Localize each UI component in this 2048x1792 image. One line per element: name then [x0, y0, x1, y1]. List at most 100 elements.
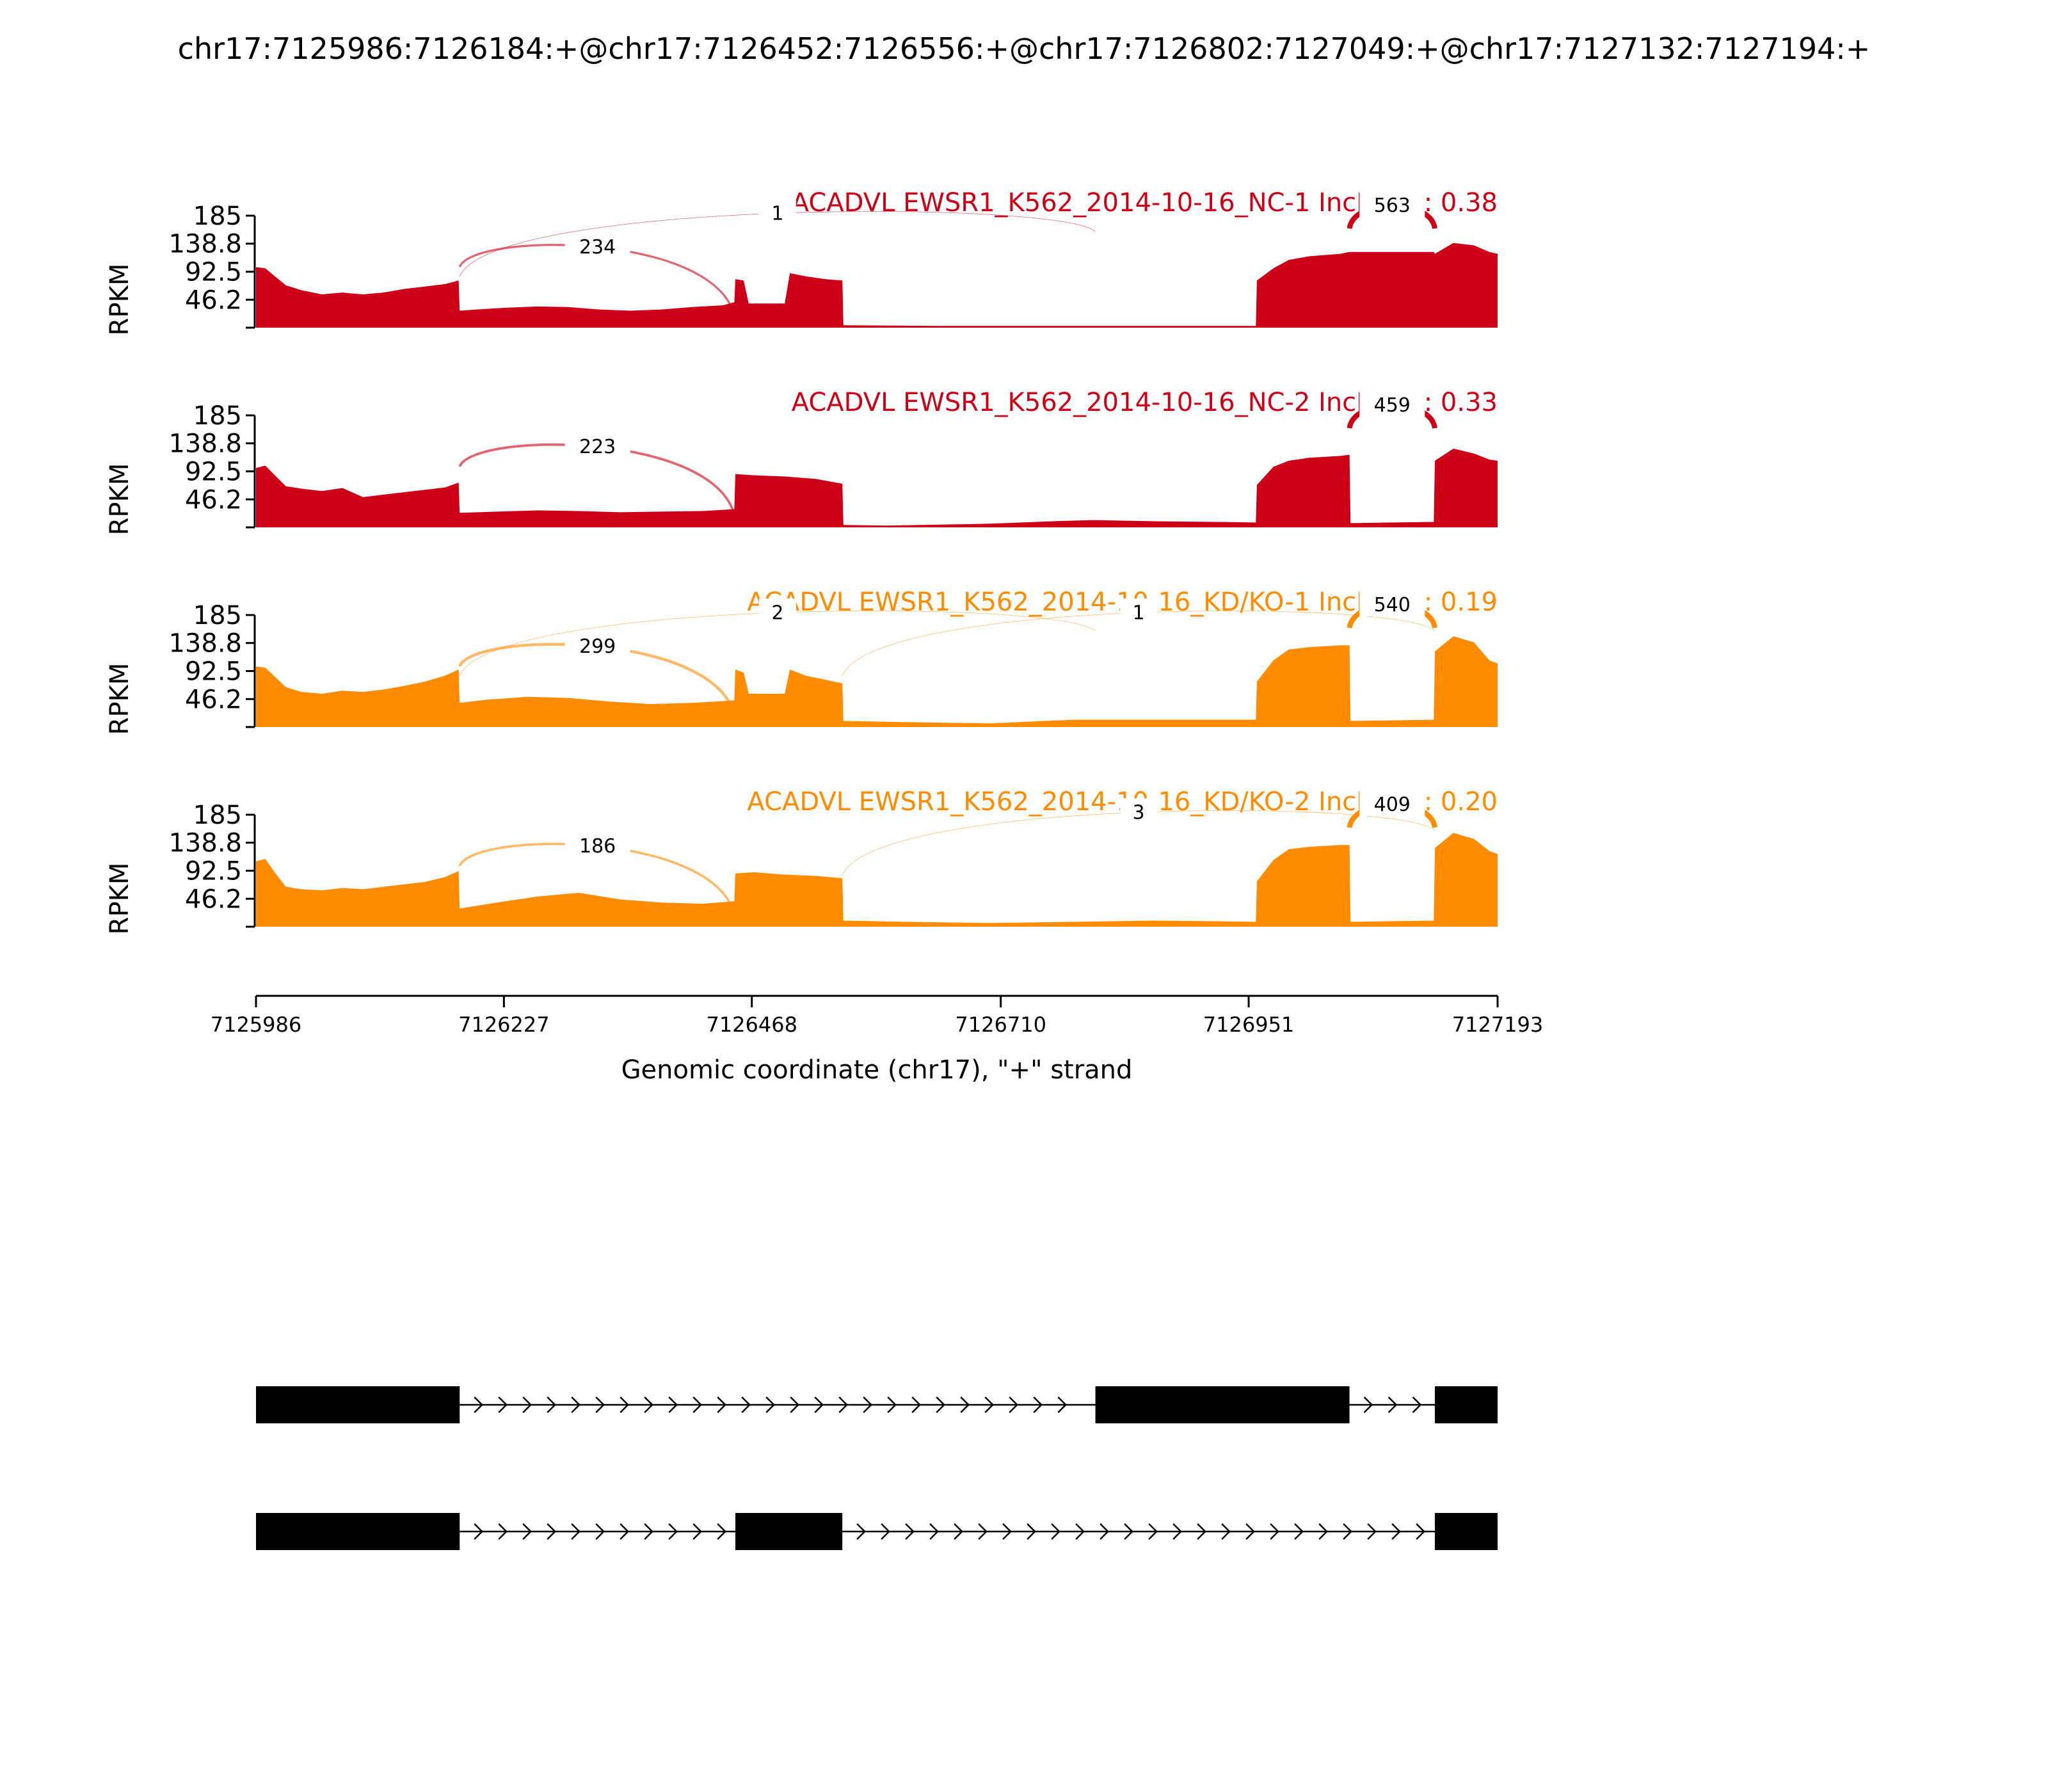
y-tick-label: 185: [193, 801, 242, 830]
strand-chevron: [1221, 1523, 1231, 1540]
junction-count: 1: [1133, 602, 1145, 624]
junction-label-bg: [564, 632, 630, 659]
strand-chevron: [668, 1396, 678, 1413]
strand-chevron: [1294, 1523, 1304, 1540]
strand-chevron: [692, 1523, 703, 1540]
strand-chevron: [474, 1523, 484, 1540]
strand-chevron: [936, 1396, 946, 1413]
x-axis-label: Genomic coordinate (chr17), "+" strand: [621, 1055, 1133, 1085]
strand-chevron: [1100, 1523, 1109, 1540]
strand-chevron: [620, 1523, 630, 1540]
figure-title: chr17:7125986:7126184:+@chr17:7126452:71…: [178, 31, 1871, 66]
y-tick-label: 138.8: [168, 429, 242, 459]
coverage-area: [256, 449, 1498, 527]
junction-count: 223: [579, 436, 616, 458]
y-axis-label: RPKM: [105, 663, 134, 735]
strand-chevron: [978, 1523, 988, 1540]
strand-chevron: [571, 1396, 581, 1413]
isoform-1: [256, 1386, 1498, 1423]
strand-chevron: [838, 1396, 849, 1413]
strand-chevron: [1391, 1523, 1401, 1540]
strand-chevron: [498, 1396, 508, 1413]
x-tick-label: 7126468: [706, 1012, 797, 1037]
strand-chevron: [741, 1396, 751, 1413]
strand-chevron: [765, 1396, 776, 1413]
strand-chevron: [1245, 1523, 1255, 1540]
strand-chevron: [668, 1523, 678, 1540]
strand-chevron: [1363, 1396, 1373, 1413]
junction-count: 234: [579, 236, 616, 259]
x-tick-label: 7126710: [955, 1012, 1046, 1037]
junction-count: 186: [579, 835, 616, 858]
strand-chevron: [863, 1396, 873, 1413]
strand-chevron: [644, 1396, 654, 1413]
junction-count: 563: [1374, 195, 1411, 217]
x-tick-label: 7127193: [1452, 1012, 1544, 1037]
y-tick-label: 92.5: [185, 458, 242, 487]
junction-label-bg: [564, 832, 630, 858]
junction-label-bg: [1359, 591, 1425, 616]
exon-block: [256, 1386, 460, 1423]
strand-chevron: [522, 1396, 532, 1413]
strand-chevron: [1027, 1523, 1036, 1540]
y-tick-label: 46.2: [185, 685, 242, 714]
junction-count: 3: [1133, 801, 1145, 824]
strand-chevron: [954, 1523, 963, 1540]
strand-chevron: [1172, 1523, 1182, 1540]
strand-chevron: [1002, 1523, 1012, 1540]
strand-chevron: [1057, 1396, 1068, 1413]
junction-label-bg: [758, 598, 796, 625]
x-tick-label: 7126951: [1203, 1012, 1295, 1037]
exon-block: [1434, 1513, 1498, 1550]
junction-label-bg: [1359, 391, 1425, 417]
exon-block: [1095, 1386, 1350, 1423]
strand-chevron: [474, 1396, 484, 1413]
strand-chevron: [1124, 1523, 1133, 1540]
junction-label-bg: [564, 233, 630, 259]
strand-chevron: [620, 1396, 630, 1413]
x-tick-label: 7125986: [211, 1012, 302, 1037]
strand-chevron: [911, 1396, 922, 1413]
strand-chevron: [1197, 1523, 1206, 1540]
junction-label-bg: [1120, 598, 1158, 625]
strand-chevron: [856, 1523, 866, 1540]
coverage-area: [256, 636, 1498, 727]
strand-chevron: [522, 1523, 532, 1540]
strand-chevron: [547, 1396, 557, 1413]
strand-chevron: [595, 1396, 605, 1413]
junction-label-bg: [1359, 191, 1425, 217]
y-tick-label: 185: [193, 401, 242, 431]
strand-chevron: [498, 1523, 508, 1540]
strand-chevron: [1148, 1523, 1158, 1540]
strand-chevron: [1009, 1396, 1019, 1413]
y-tick-label: 46.2: [185, 285, 242, 315]
y-tick-label: 185: [193, 601, 242, 630]
y-axis-label: RPKM: [105, 264, 134, 336]
strand-chevron: [887, 1396, 897, 1413]
strand-chevron: [1343, 1523, 1352, 1540]
exon-block: [1434, 1386, 1498, 1423]
coverage-area: [256, 833, 1498, 927]
y-tick-label: 46.2: [185, 485, 242, 515]
exon-block: [735, 1513, 843, 1550]
junction-label-bg: [758, 199, 796, 225]
strand-chevron: [1075, 1523, 1085, 1540]
x-tick-label: 7126227: [458, 1012, 550, 1037]
junction-count: 2: [771, 602, 783, 624]
strand-chevron: [984, 1396, 995, 1413]
junction-count: 459: [1374, 394, 1411, 417]
strand-chevron: [595, 1523, 605, 1540]
strand-chevron: [905, 1523, 915, 1540]
strand-chevron: [571, 1523, 581, 1540]
strand-chevron: [1416, 1523, 1425, 1540]
junction-count: 409: [1374, 794, 1411, 816]
y-tick-label: 138.8: [168, 829, 242, 858]
y-tick-label: 92.5: [185, 857, 242, 886]
isoform-models: [256, 1386, 1498, 1550]
